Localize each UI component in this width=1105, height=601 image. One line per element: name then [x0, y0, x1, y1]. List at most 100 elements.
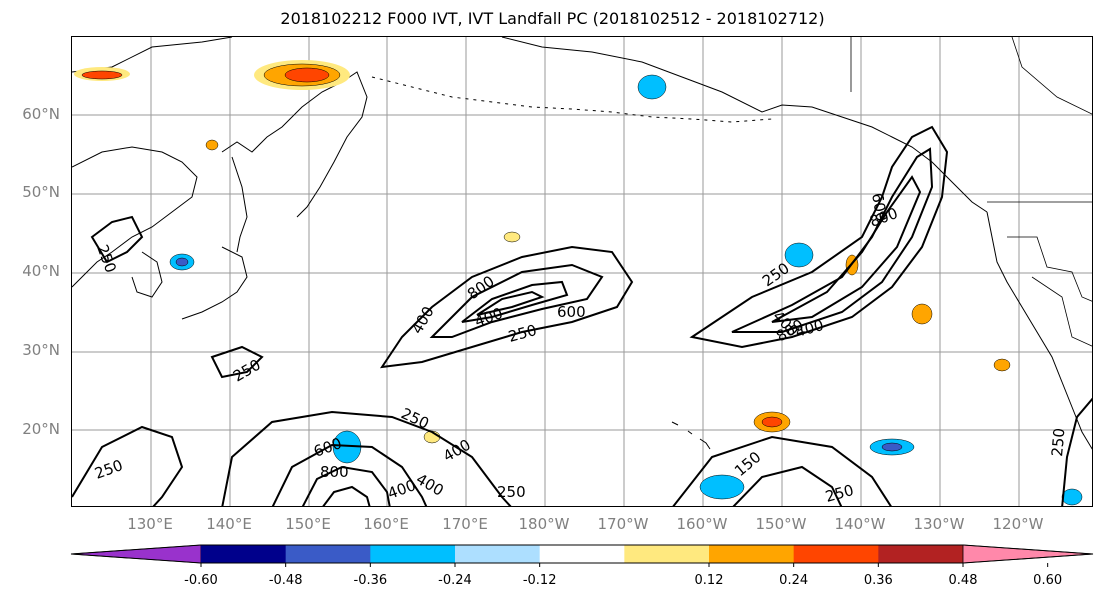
colorbar-tick-label: 0.36	[863, 573, 893, 588]
coast-siberia	[72, 37, 233, 73]
coast-alaska	[501, 37, 988, 213]
contour-asia-south-250	[210, 345, 264, 379]
colorbar-tick-label: 0.12	[694, 573, 724, 588]
colorbar-tick-label: -0.24	[438, 573, 472, 588]
colorbar-segment	[878, 545, 964, 563]
political-boundaries	[850, 37, 1092, 347]
contour-label: 600	[557, 303, 586, 321]
colorbar-tick-label: -0.60	[184, 573, 218, 588]
colorbar-outline	[70, 544, 1094, 564]
colorbar-tick-label: -0.12	[522, 573, 557, 588]
patch-pos-5	[911, 303, 933, 325]
lon-label-170w: 170°W	[597, 515, 649, 533]
lat-label-30n: 30°N	[22, 341, 60, 359]
colorbar-tick-label: 0.24	[779, 573, 809, 588]
patch-pos-4b	[761, 416, 783, 428]
contour-label: 250	[506, 321, 538, 346]
colorbar-tick-label: 0.48	[948, 573, 978, 588]
lon-label-130w: 130°W	[913, 515, 965, 533]
lon-label-130e: 130°E	[127, 515, 173, 533]
patch-pos-6	[993, 358, 1011, 372]
patch-pos-7	[205, 139, 219, 151]
contour-label: 250	[1048, 427, 1068, 457]
contour-label: 400	[408, 303, 438, 337]
contour-asia-250	[90, 215, 144, 264]
coast-west-america	[986, 211, 1092, 450]
contour-central-pacific-400	[732, 465, 843, 506]
lon-label-160e: 160°E	[363, 515, 409, 533]
colorbar-tick-label: -0.36	[353, 573, 388, 588]
patch-pos-2b	[81, 70, 123, 80]
contour-label: 250	[398, 404, 432, 432]
colorbar-segment	[793, 545, 879, 563]
colorbar-segments	[70, 544, 1094, 564]
patch-neg-6	[637, 74, 667, 100]
lon-label-140e: 140°E	[206, 515, 252, 533]
patch-neg-2	[784, 242, 814, 268]
lat-label-60n: 60°N	[22, 105, 60, 123]
border-canada-province-1	[1011, 37, 1092, 115]
contour-label: 400	[413, 470, 447, 500]
colorbar-segment	[285, 545, 371, 563]
colorbar-ticks	[200, 563, 1049, 567]
contour-pacific-jet-600	[461, 280, 569, 323]
contour-northeast-ar-250	[689, 125, 949, 349]
border-us-states-2	[1031, 276, 1092, 347]
contour-label: 400	[385, 476, 418, 503]
lon-label-160w: 160°W	[676, 515, 728, 533]
coast-sakhalin	[231, 156, 248, 253]
colorbar-extend-max	[962, 544, 1094, 564]
contour-label: 600	[868, 192, 891, 223]
lat-label-40n: 40°N	[22, 262, 60, 280]
coastlines	[72, 37, 1092, 450]
ivt-contours	[72, 125, 1092, 506]
coast-asia-mainland	[72, 146, 198, 288]
lat-label-20n: 20°N	[22, 420, 60, 438]
map-canvas: 250 250 250 250 250 250 250 250 400 800 …	[72, 37, 1092, 506]
lon-label-170e: 170°E	[442, 515, 488, 533]
contour-label: 250	[497, 483, 526, 501]
contour-pacific-jet-800	[476, 290, 545, 316]
colorbar-extend-min	[70, 544, 202, 564]
patch-neg-7	[1061, 488, 1083, 506]
coast-korea	[131, 251, 163, 298]
pc-shading	[74, 60, 1083, 506]
contour-pacific-jet-400	[429, 263, 604, 338]
colorbar-segment	[370, 545, 456, 563]
coast-japan	[181, 246, 248, 320]
border-us-states-1	[1007, 236, 1092, 302]
contour-tropical-400	[271, 443, 428, 506]
colorbar-segment	[455, 545, 541, 563]
contour-tropical-250	[221, 410, 512, 506]
map-title: 2018102212 F000 IVT, IVT Landfall PC (20…	[280, 9, 825, 28]
contour-northeast-ar-600	[771, 175, 922, 323]
lon-label-120w: 120°W	[992, 515, 1044, 533]
contour-tropical-800	[322, 485, 371, 506]
lon-label-140w: 140°W	[834, 515, 886, 533]
colorbar-tick-label: 0.60	[1033, 573, 1063, 588]
patch-pos-1c	[284, 67, 330, 83]
contour-central-pacific-250	[672, 435, 892, 506]
coast-hawaii	[671, 421, 711, 450]
patch-pos-8	[503, 231, 521, 243]
colorbar-segment	[201, 545, 287, 563]
colorbar-segment	[709, 545, 795, 563]
colorbar-tick-label: -0.48	[268, 573, 303, 588]
patch-neg-5b	[881, 442, 903, 452]
graticule	[72, 37, 1092, 506]
lon-label-150w: 150°W	[755, 515, 807, 533]
contour-tropical-600	[301, 465, 391, 506]
contour-pacific-jet-250	[379, 245, 634, 369]
map-panel: 250 250 250 250 250 250 250 250 400 800 …	[71, 36, 1093, 507]
colorbar-segment	[539, 545, 625, 563]
contour-label: 250	[93, 242, 120, 275]
lon-label-180w: 180°W	[518, 515, 570, 533]
lon-label-150e: 150°E	[285, 515, 331, 533]
contour-northeast-ar-400	[731, 147, 934, 333]
contour-east-pacific-250	[1061, 397, 1092, 506]
contour-label: 150	[731, 448, 765, 480]
lat-label-50n: 50°N	[22, 183, 60, 201]
contour-label: 400	[472, 304, 505, 331]
contour-west-pacific-250	[72, 425, 184, 506]
contour-label: 800	[320, 463, 349, 481]
